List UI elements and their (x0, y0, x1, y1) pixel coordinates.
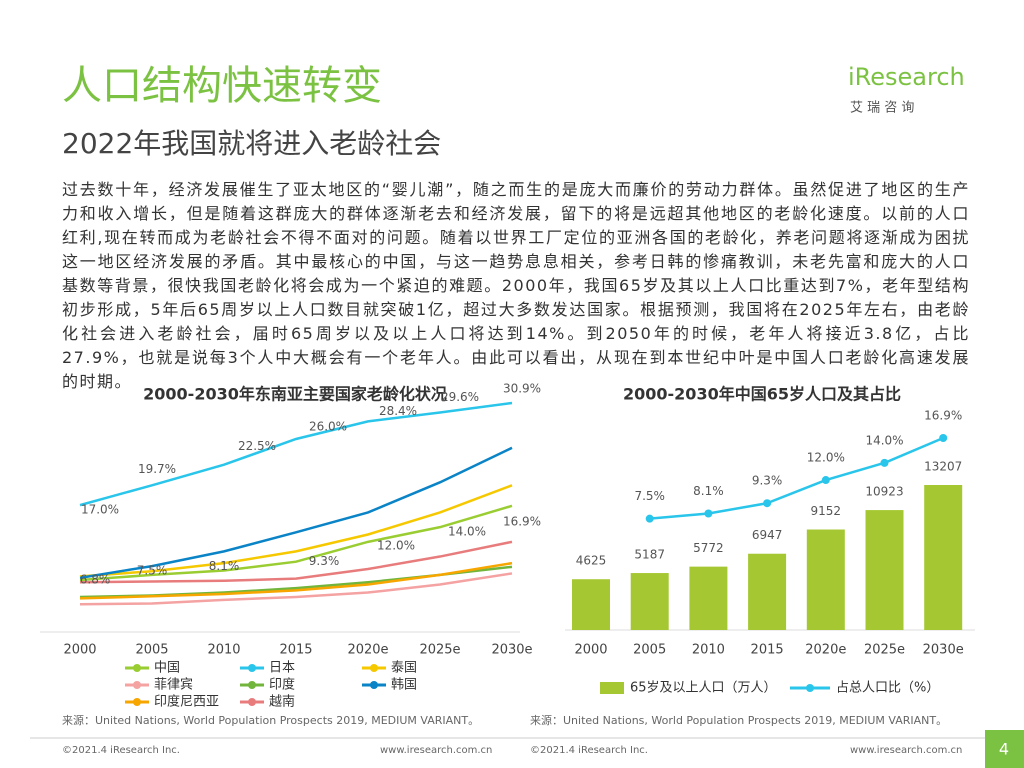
x-tick-label: 2020e (347, 643, 388, 658)
legend-dot (248, 681, 256, 689)
line-point (704, 509, 713, 518)
data-label: 28.4% (379, 404, 417, 418)
data-label: 12.0% (807, 451, 845, 465)
line-point (939, 434, 948, 442)
data-label: 9152 (811, 504, 842, 518)
data-label: 22.5% (238, 439, 276, 453)
data-label: 9.3% (309, 554, 340, 568)
data-label: 14.0% (448, 525, 486, 539)
data-label: 5187 (634, 548, 665, 562)
bar (924, 485, 963, 630)
data-label: 17.0% (81, 503, 119, 517)
data-label: 13207 (924, 460, 962, 474)
data-label: 19.7% (138, 462, 176, 476)
x-tick-label: 2010 (207, 643, 240, 658)
legend-label: 泰国 (391, 661, 417, 676)
data-label: 16.9% (924, 409, 962, 423)
series-line (79, 401, 513, 507)
series-line (79, 504, 513, 582)
x-tick-label: 2015 (751, 643, 784, 658)
x-tick-label: 2005 (135, 643, 168, 658)
x-tick-label: 2025e (419, 643, 460, 658)
chart-title: 2000-2030年东南亚主要国家老龄化状况 (143, 385, 447, 404)
x-tick-label: 2025e (864, 643, 905, 658)
url: www.iresearch.com.cn (380, 745, 492, 756)
line-point (645, 514, 654, 523)
data-label: 10923 (865, 485, 903, 499)
series-line (79, 572, 513, 606)
series-line (79, 484, 513, 578)
data-label: 12.0% (377, 538, 415, 552)
series-line (649, 436, 944, 520)
logo: iResearch (848, 63, 965, 91)
data-label: 16.9% (503, 514, 541, 528)
copyright: ©2021.4 iResearch Inc. (530, 745, 648, 756)
legend-dot (370, 681, 378, 689)
bar (865, 510, 904, 630)
data-label: 9.3% (752, 474, 783, 488)
legend-dot (133, 664, 141, 672)
legend-label: 菲律宾 (154, 677, 193, 693)
data-label: 30.9% (503, 382, 541, 396)
bar (748, 553, 787, 630)
page-badge (985, 730, 1024, 768)
x-tick-label: 2005 (633, 643, 666, 658)
legend-label: 越南 (269, 694, 295, 710)
series-line (79, 446, 513, 580)
line-point (880, 458, 889, 467)
series-line (79, 540, 513, 584)
legend-dot (133, 698, 141, 706)
legend-dot (248, 664, 256, 672)
copyright: ©2021.4 iResearch Inc. (62, 745, 180, 756)
page-number: 4 (999, 740, 1009, 759)
body-text: 过去数十年，经济发展催生了亚太地区的“婴儿潮”，随之而生的是庞大而廉价的劳动力群… (62, 180, 970, 391)
data-label: 29.6% (441, 390, 479, 404)
line-point (821, 476, 830, 485)
data-label: 8.1% (209, 559, 240, 573)
x-tick-label: 2000 (574, 643, 607, 658)
data-label: 6947 (752, 528, 783, 542)
data-label: 7.5% (137, 563, 168, 577)
legend-label: 65岁及以上人口（万人） (630, 681, 777, 696)
legend-dot (370, 664, 378, 672)
data-label: 7.5% (634, 489, 665, 503)
bar (630, 573, 669, 630)
data-label: 5772 (693, 541, 724, 555)
chart-title: 2000-2030年中国65岁人口及其占比 (623, 385, 901, 404)
legend-label: 中国 (154, 661, 180, 676)
x-tick-label: 2030e (923, 643, 964, 658)
legend-label: 印度 (269, 677, 295, 693)
slide-subtitle: 2022年我国就将进入老龄社会 (62, 127, 441, 160)
data-label: 4625 (576, 554, 607, 568)
source: 来源：United Nations, World Population Pros… (62, 713, 479, 727)
x-tick-label: 2010 (692, 643, 725, 658)
x-tick-label: 2015 (279, 643, 312, 658)
x-tick-label: 2020e (805, 643, 846, 658)
line-point (763, 499, 772, 508)
slide-title: 人口结构快速转变 (62, 63, 382, 109)
data-label: 6.8% (80, 573, 111, 587)
bar (572, 579, 610, 630)
legend-label: 韩国 (391, 678, 417, 693)
legend-label: 日本 (269, 661, 295, 676)
bar (689, 566, 728, 630)
logo-sub: 艾 瑞 咨 询 (850, 101, 914, 116)
legend-swatch (600, 682, 624, 694)
series-line (79, 561, 513, 600)
x-tick-label: 2030e (491, 643, 532, 658)
legend-dot (248, 698, 256, 706)
data-label: 26.0% (309, 419, 347, 433)
data-label: 8.1% (693, 484, 724, 498)
x-tick-label: 2000 (63, 643, 96, 658)
bar (806, 529, 845, 630)
legend-dot (806, 684, 814, 692)
legend-label: 印度尼西亚 (154, 694, 219, 710)
legend-label: 占总人口比（%） (836, 681, 939, 696)
data-label: 14.0% (865, 433, 903, 447)
url: www.iresearch.com.cn (850, 745, 962, 756)
legend-dot (133, 681, 141, 689)
source: 来源：United Nations, World Population Pros… (530, 713, 947, 727)
